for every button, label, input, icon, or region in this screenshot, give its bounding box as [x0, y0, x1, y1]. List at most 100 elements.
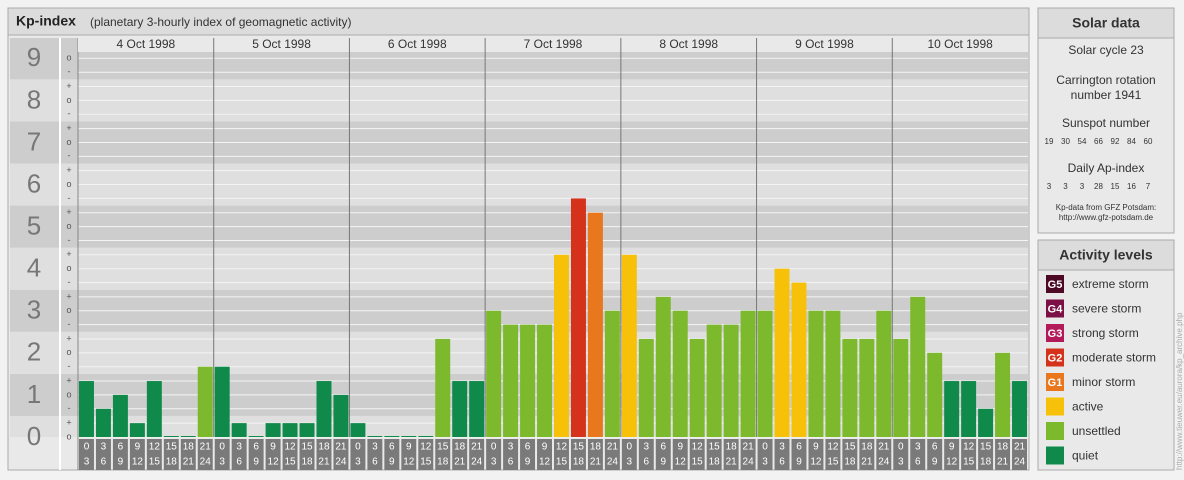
- bar: [316, 381, 332, 437]
- legend-label: extreme storm: [1072, 277, 1149, 291]
- hour-cell: [689, 439, 705, 470]
- hour-cell: [638, 439, 654, 470]
- minor-tick-label: +: [66, 207, 71, 217]
- hour-cell: [316, 439, 332, 470]
- legend-swatch: [1046, 275, 1064, 293]
- hour-start: 15: [573, 442, 585, 453]
- minor-tick-label: -: [68, 403, 71, 413]
- hour-end: 18: [166, 457, 178, 468]
- minor-tick-label: +: [66, 249, 71, 259]
- hour-start: 9: [135, 442, 141, 453]
- hour-cell: [723, 439, 739, 470]
- bar: [146, 381, 162, 437]
- hour-cell: [180, 439, 196, 470]
- hour-start: 3: [236, 442, 242, 453]
- hour-cell: [655, 439, 671, 470]
- hour-cell: [469, 439, 485, 470]
- hour-start: 0: [491, 442, 497, 453]
- solar-panel: [1037, 7, 1175, 234]
- hour-start: 3: [779, 442, 785, 453]
- day-label: 8 Oct 1998: [659, 37, 718, 51]
- hour-cell: [672, 439, 688, 470]
- hour-cell: [621, 439, 637, 470]
- bar: [367, 436, 383, 437]
- bar: [876, 310, 892, 437]
- hour-cell: [927, 439, 943, 470]
- hour-cell: [129, 439, 145, 470]
- bar: [503, 324, 519, 437]
- hour-end: 3: [219, 457, 225, 468]
- sunspot-value: 84: [1127, 137, 1136, 146]
- legend-label: quiet: [1072, 449, 1099, 463]
- bar: [808, 310, 824, 437]
- bar: [129, 423, 145, 437]
- bar: [299, 423, 315, 437]
- bar: [723, 324, 739, 437]
- hour-end: 18: [573, 457, 585, 468]
- hour-start: 15: [980, 442, 992, 453]
- hour-cell: [333, 439, 349, 470]
- hour-cell: [554, 439, 569, 470]
- minor-tick-label: o: [66, 305, 71, 315]
- levels-header: [1037, 239, 1175, 271]
- hour-cell: [452, 439, 468, 470]
- hour-start: 0: [84, 442, 90, 453]
- hour-cell: [740, 439, 756, 470]
- bar: [910, 296, 926, 437]
- hour-cell: [978, 439, 994, 470]
- bar: [1012, 381, 1027, 437]
- hour-end: 24: [471, 457, 483, 468]
- hour-end: 6: [101, 457, 107, 468]
- minor-tick-label: +: [66, 333, 71, 343]
- minor-tick-label: +: [66, 291, 71, 301]
- bar: [995, 352, 1011, 437]
- hour-cell: [79, 439, 94, 470]
- y-tick-label: 4: [27, 253, 41, 283]
- hour-cell: [299, 439, 315, 470]
- hour-cell: [757, 439, 773, 470]
- hour-end: 15: [692, 457, 704, 468]
- hour-start: 6: [660, 442, 666, 453]
- minor-tick-label: -: [68, 361, 71, 371]
- bar: [112, 394, 128, 437]
- legend-swatch: [1046, 446, 1064, 465]
- hour-end: 3: [84, 457, 90, 468]
- hour-cell: [774, 439, 790, 470]
- hour-cell: [503, 439, 519, 470]
- y-tick-label: 6: [27, 168, 41, 198]
- minor-tick-label: -: [68, 193, 71, 203]
- sunspot-value: 92: [1111, 137, 1120, 146]
- bar: [554, 254, 569, 437]
- hour-start: 15: [166, 442, 178, 453]
- legend-swatch: [1046, 348, 1064, 367]
- minor-tick-label: +: [66, 375, 71, 385]
- bar: [621, 254, 637, 437]
- hour-end: 24: [335, 457, 347, 468]
- legend-label: severe storm: [1072, 302, 1141, 316]
- hour-cell: [1012, 439, 1027, 470]
- bar: [384, 436, 400, 437]
- bar: [350, 423, 366, 437]
- hour-end: 12: [810, 457, 822, 468]
- minor-tick-label: o: [66, 431, 71, 441]
- ap-value: 15: [1111, 182, 1120, 191]
- hour-end: 9: [660, 457, 666, 468]
- minor-tick-label: o: [66, 179, 71, 189]
- solar-title: Solar data: [1072, 15, 1140, 31]
- hour-start: 0: [219, 442, 225, 453]
- hour-cell: [248, 439, 264, 470]
- legend-swatch: [1046, 299, 1064, 318]
- hour-end: 9: [932, 457, 938, 468]
- hour-start: 3: [508, 442, 514, 453]
- legend-label: unsettled: [1072, 424, 1121, 438]
- hour-start: 12: [149, 442, 161, 453]
- bar: [825, 310, 841, 437]
- y-tick-label: 1: [27, 379, 41, 409]
- bar: [248, 436, 264, 437]
- legend-code: G4: [1048, 303, 1064, 315]
- hour-end: 21: [183, 457, 195, 468]
- minor-tick-label: +: [66, 123, 71, 133]
- hour-end: 15: [149, 457, 161, 468]
- hour-start: 0: [898, 442, 904, 453]
